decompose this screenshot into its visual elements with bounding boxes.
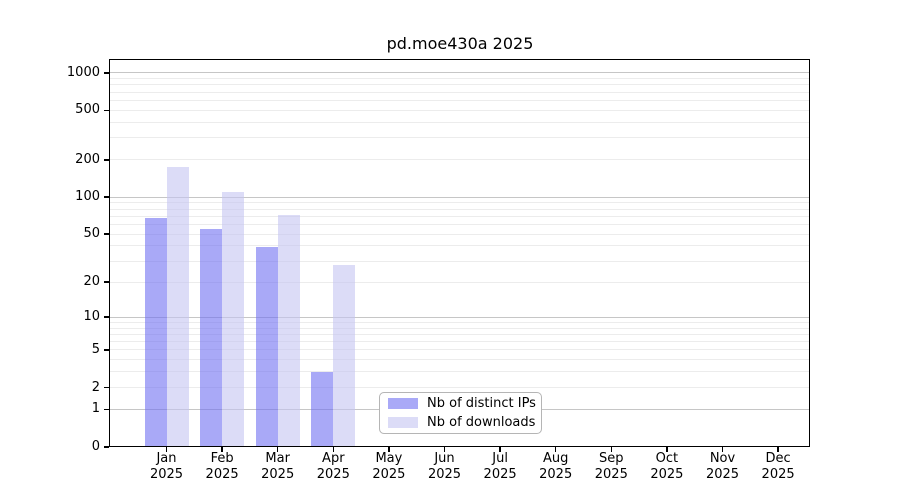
x-tick-jun-2025: [443, 447, 446, 452]
x-tick-label-jul-2025: Jul 2025: [470, 451, 530, 482]
legend-label-distinct-ips: Nb of distinct IPs: [427, 396, 536, 411]
x-tick-month: Oct: [655, 451, 679, 466]
x-tick-year: 2025: [761, 466, 795, 482]
x-tick-oct-2025: [666, 447, 668, 452]
x-tick-year: 2025: [149, 466, 184, 482]
legend-item-distinct-ips: Nb of distinct IPs: [388, 396, 536, 411]
x-tick-label-apr-2025: Apr 2025: [303, 451, 363, 482]
x-tick-label-mar-2025: Mar 2025: [248, 451, 308, 482]
x-tick-year: 2025: [539, 466, 573, 482]
x-tick-label-nov-2025: Nov 2025: [693, 451, 753, 482]
x-tick-sep-2025: [610, 447, 613, 452]
x-tick-label-sep-2025: Sep 2025: [581, 451, 641, 482]
x-tick-label-jun-2025: Jun 2025: [415, 451, 475, 482]
y-tick-label-0: 0: [91, 439, 100, 454]
x-tick-jul-2025: [499, 447, 501, 452]
legend-item-downloads: Nb of downloads: [388, 415, 536, 430]
x-tick-month: Dec: [765, 451, 791, 466]
x-tick-month: Jan: [156, 451, 177, 466]
x-tick-month: Nov: [709, 451, 736, 466]
legend-swatch-downloads: [388, 417, 418, 428]
y-tick-label-20: 20: [83, 274, 100, 290]
x-tick-jan-2025: [165, 447, 168, 452]
legend-swatch-distinct-ips: [388, 398, 418, 409]
x-tick-label-aug-2025: Aug 2025: [526, 451, 586, 482]
x-tick-year: 2025: [372, 466, 406, 482]
x-tick-year: 2025: [427, 466, 462, 482]
x-tick-label-dec-2025: Dec 2025: [748, 451, 808, 482]
x-tick-aug-2025: [554, 447, 557, 452]
x-tick-month: Sep: [599, 451, 624, 466]
x-tick-feb-2025: [221, 447, 223, 452]
x-tick-year: 2025: [261, 466, 295, 482]
x-tick-year: 2025: [650, 466, 684, 482]
x-tick-apr-2025: [332, 447, 335, 452]
x-tick-mar-2025: [276, 447, 279, 452]
y-tick-label-100: 100: [75, 189, 100, 205]
x-tick-nov-2025: [721, 447, 724, 452]
y-tick-label-200: 200: [75, 151, 100, 167]
legend: Nb of distinct IPs Nb of downloads: [379, 392, 542, 434]
x-tick-year: 2025: [205, 466, 239, 482]
x-tick-month: Aug: [542, 451, 569, 466]
x-tick-label-may-2025: May 2025: [359, 451, 419, 482]
x-tick-label-jan-2025: Jan 2025: [137, 451, 197, 482]
x-tick-month: Jul: [492, 451, 508, 466]
y-tick-label-50: 50: [83, 226, 100, 242]
plot-border: [109, 59, 810, 447]
y-tick-label-2: 2: [91, 379, 100, 395]
x-tick-year: 2025: [594, 466, 628, 482]
x-tick-label-feb-2025: Feb 2025: [192, 451, 252, 482]
y-tick-label-5: 5: [91, 341, 100, 357]
x-tick-month: Apr: [322, 451, 345, 466]
x-tick-year: 2025: [705, 466, 740, 482]
y-tick-label-10: 10: [83, 309, 100, 325]
x-tick-may-2025: [388, 447, 390, 452]
x-tick-year: 2025: [316, 466, 350, 482]
x-tick-month: Feb: [210, 451, 234, 466]
y-tick-label-1: 1: [91, 401, 100, 417]
x-tick-month: Mar: [265, 451, 290, 466]
x-tick-month: May: [375, 451, 403, 466]
x-tick-year: 2025: [483, 466, 517, 482]
y-tick-label-1000: 1000: [66, 64, 100, 80]
x-tick-dec-2025: [777, 447, 779, 452]
y-tick-label-500: 500: [75, 102, 100, 118]
x-tick-label-oct-2025: Oct 2025: [637, 451, 697, 482]
x-tick-month: Jun: [434, 451, 455, 466]
legend-label-downloads: Nb of downloads: [427, 415, 536, 430]
chart-title: pd.moe430a 2025: [386, 34, 534, 53]
